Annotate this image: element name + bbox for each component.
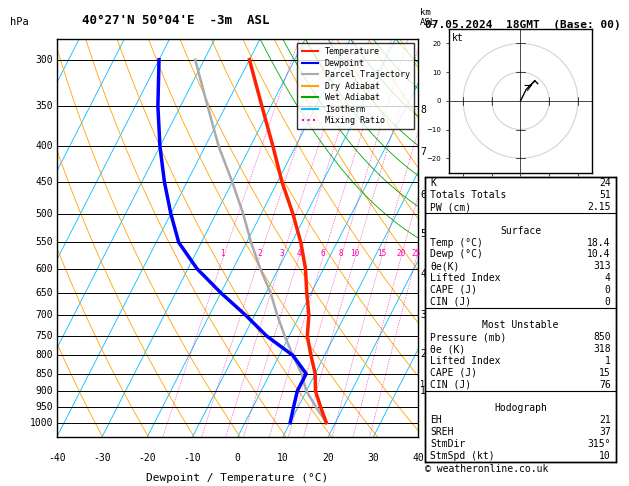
Text: 5: 5 (420, 229, 426, 239)
Text: 24: 24 (599, 178, 611, 188)
Text: 4: 4 (420, 269, 426, 278)
Text: 750: 750 (35, 331, 53, 341)
Text: 40: 40 (413, 453, 424, 463)
Text: Dewpoint / Temperature (°C): Dewpoint / Temperature (°C) (147, 473, 328, 483)
Text: CIN (J): CIN (J) (430, 297, 472, 307)
Text: Hodograph: Hodograph (494, 403, 547, 414)
Text: 500: 500 (35, 208, 53, 219)
Text: 3: 3 (279, 249, 284, 259)
Text: 21: 21 (599, 415, 611, 425)
Text: Lifted Index: Lifted Index (430, 356, 501, 366)
Text: -30: -30 (93, 453, 111, 463)
Text: PW (cm): PW (cm) (430, 202, 472, 212)
Text: Most Unstable: Most Unstable (482, 320, 559, 330)
Text: 1: 1 (221, 249, 225, 259)
Text: 4: 4 (605, 273, 611, 283)
Text: 1LCL: 1LCL (420, 380, 440, 389)
Text: 0: 0 (605, 285, 611, 295)
Text: θe(K): θe(K) (430, 261, 460, 271)
Text: Mixing Ratio (g/kg): Mixing Ratio (g/kg) (450, 202, 459, 314)
Text: 6: 6 (320, 249, 325, 259)
Text: Lifted Index: Lifted Index (430, 273, 501, 283)
Text: 318: 318 (593, 344, 611, 354)
Text: 2.15: 2.15 (587, 202, 611, 212)
Text: 850: 850 (35, 369, 53, 379)
Text: 20: 20 (322, 453, 334, 463)
Text: 300: 300 (35, 55, 53, 65)
Text: 0: 0 (605, 297, 611, 307)
Text: 3: 3 (420, 310, 426, 320)
Text: 10.4: 10.4 (587, 249, 611, 260)
Text: kt: kt (452, 34, 464, 43)
Text: 2: 2 (420, 348, 426, 359)
Text: 8: 8 (338, 249, 343, 259)
Text: EH: EH (430, 415, 442, 425)
Text: 15: 15 (377, 249, 386, 259)
Text: 18.4: 18.4 (587, 238, 611, 247)
Text: 900: 900 (35, 386, 53, 396)
Legend: Temperature, Dewpoint, Parcel Trajectory, Dry Adiabat, Wet Adiabat, Isotherm, Mi: Temperature, Dewpoint, Parcel Trajectory… (298, 43, 414, 129)
Text: Pressure (mb): Pressure (mb) (430, 332, 507, 342)
Text: 313: 313 (593, 261, 611, 271)
Text: 10: 10 (599, 451, 611, 461)
Text: 850: 850 (593, 332, 611, 342)
Text: 315°: 315° (587, 439, 611, 449)
Text: 20: 20 (396, 249, 405, 259)
Text: km
ASL: km ASL (420, 7, 437, 27)
Text: CIN (J): CIN (J) (430, 380, 472, 390)
Text: Dewp (°C): Dewp (°C) (430, 249, 483, 260)
Text: CAPE (J): CAPE (J) (430, 368, 477, 378)
Text: -40: -40 (48, 453, 65, 463)
Text: 1: 1 (605, 356, 611, 366)
Text: StmDir: StmDir (430, 439, 465, 449)
Text: 51: 51 (599, 190, 611, 200)
Text: 550: 550 (35, 238, 53, 247)
Text: 4: 4 (296, 249, 301, 259)
Text: 600: 600 (35, 264, 53, 274)
Text: CAPE (J): CAPE (J) (430, 285, 477, 295)
Text: 10: 10 (350, 249, 359, 259)
Text: -20: -20 (138, 453, 156, 463)
Text: StmSpd (kt): StmSpd (kt) (430, 451, 495, 461)
Text: 25: 25 (411, 249, 421, 259)
Text: -10: -10 (184, 453, 201, 463)
Text: Temp (°C): Temp (°C) (430, 238, 483, 247)
Text: K: K (430, 178, 436, 188)
Text: 6: 6 (420, 190, 426, 200)
Text: 950: 950 (35, 402, 53, 412)
Text: 37: 37 (599, 427, 611, 437)
Text: 30: 30 (367, 453, 379, 463)
Text: 2: 2 (257, 249, 262, 259)
Text: 650: 650 (35, 288, 53, 298)
Text: Totals Totals: Totals Totals (430, 190, 507, 200)
Text: 450: 450 (35, 177, 53, 187)
Text: hPa: hPa (9, 17, 28, 27)
Text: 8: 8 (420, 105, 426, 116)
Text: 0: 0 (235, 453, 240, 463)
Text: 76: 76 (599, 380, 611, 390)
Text: θe (K): θe (K) (430, 344, 465, 354)
Text: 1000: 1000 (30, 417, 53, 428)
Text: Surface: Surface (500, 226, 541, 236)
Text: SREH: SREH (430, 427, 454, 437)
Text: 400: 400 (35, 141, 53, 152)
Text: 700: 700 (35, 310, 53, 320)
Text: 07.05.2024  18GMT  (Base: 00): 07.05.2024 18GMT (Base: 00) (425, 20, 620, 31)
Text: 15: 15 (599, 368, 611, 378)
Text: © weatheronline.co.uk: © weatheronline.co.uk (425, 464, 548, 474)
Text: 1: 1 (420, 386, 426, 396)
Text: 10: 10 (277, 453, 289, 463)
Text: 350: 350 (35, 101, 53, 111)
Text: 7: 7 (420, 147, 426, 157)
Text: 800: 800 (35, 350, 53, 361)
Text: 40°27'N 50°04'E  -3m  ASL: 40°27'N 50°04'E -3m ASL (82, 14, 270, 27)
